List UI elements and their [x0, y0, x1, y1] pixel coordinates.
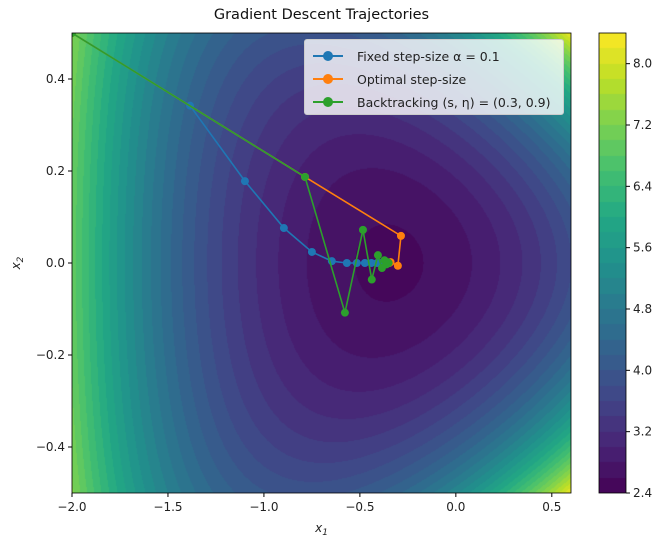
- x-tick-label: 0.5: [542, 500, 561, 514]
- y-tick-label: −0.4: [36, 440, 65, 454]
- x-tick-label: −0.5: [345, 500, 374, 514]
- y-tick-label: −0.2: [36, 348, 65, 362]
- legend-label: Backtracking (s, η) = (0.3, 0.9): [357, 94, 551, 110]
- y-tick-label: 0.2: [46, 164, 65, 178]
- x-tick-label: −2.0: [57, 500, 86, 514]
- x-tick-label: −1.5: [153, 500, 182, 514]
- x-axis-label: x1: [314, 521, 328, 538]
- colorbar: [599, 33, 626, 493]
- colorbar-tick-label: 6.4: [633, 179, 652, 193]
- series-marker-2: [367, 275, 376, 284]
- legend: Fixed step-size α = 0.1 Optimal step-siz…: [304, 39, 564, 115]
- legend-item-backtracking: Backtracking (s, η) = (0.3, 0.9): [313, 92, 550, 112]
- series-marker-1: [393, 261, 402, 270]
- y-tick-label: 0.4: [46, 72, 65, 86]
- series-marker-2: [72, 33, 76, 37]
- colorbar-tick-label: 5.6: [633, 241, 652, 255]
- series-marker-2: [300, 172, 309, 181]
- legend-item-fixed: Fixed step-size α = 0.1: [313, 46, 500, 66]
- plot-area: [72, 33, 405, 317]
- series-marker-0: [279, 224, 288, 233]
- colorbar-tick-label: 4.8: [633, 302, 652, 316]
- series-marker-1: [396, 231, 405, 240]
- legend-item-optimal: Optimal step-size: [313, 69, 466, 89]
- series-marker-0: [360, 259, 369, 267]
- y-tick-label: 0.0: [46, 256, 65, 270]
- colorbar-frame: [598, 32, 627, 494]
- colorbar-tick-label: 4.0: [633, 363, 652, 377]
- series-marker-0: [240, 177, 249, 186]
- y-axis-label: x2: [9, 256, 26, 270]
- x-tick-label: −1.0: [249, 500, 278, 514]
- series-marker-0: [342, 259, 351, 267]
- legend-label: Optimal step-size: [357, 71, 467, 87]
- legend-label: Fixed step-size α = 0.1: [357, 48, 500, 64]
- series-marker-0: [307, 247, 316, 256]
- series-marker-2: [373, 251, 382, 260]
- series-marker-2: [340, 308, 349, 317]
- series-marker-2: [384, 259, 393, 267]
- colorbar-tick-label: 8.0: [633, 57, 652, 71]
- colorbar-tick-label: 3.2: [633, 425, 652, 439]
- chart-title: Gradient Descent Trajectories: [213, 7, 430, 23]
- colorbar-tick-label: 7.2: [633, 118, 652, 132]
- x-tick-label: 0.0: [446, 500, 465, 514]
- colorbar-tick-label: 2.4: [633, 486, 652, 500]
- series-marker-2: [358, 225, 367, 234]
